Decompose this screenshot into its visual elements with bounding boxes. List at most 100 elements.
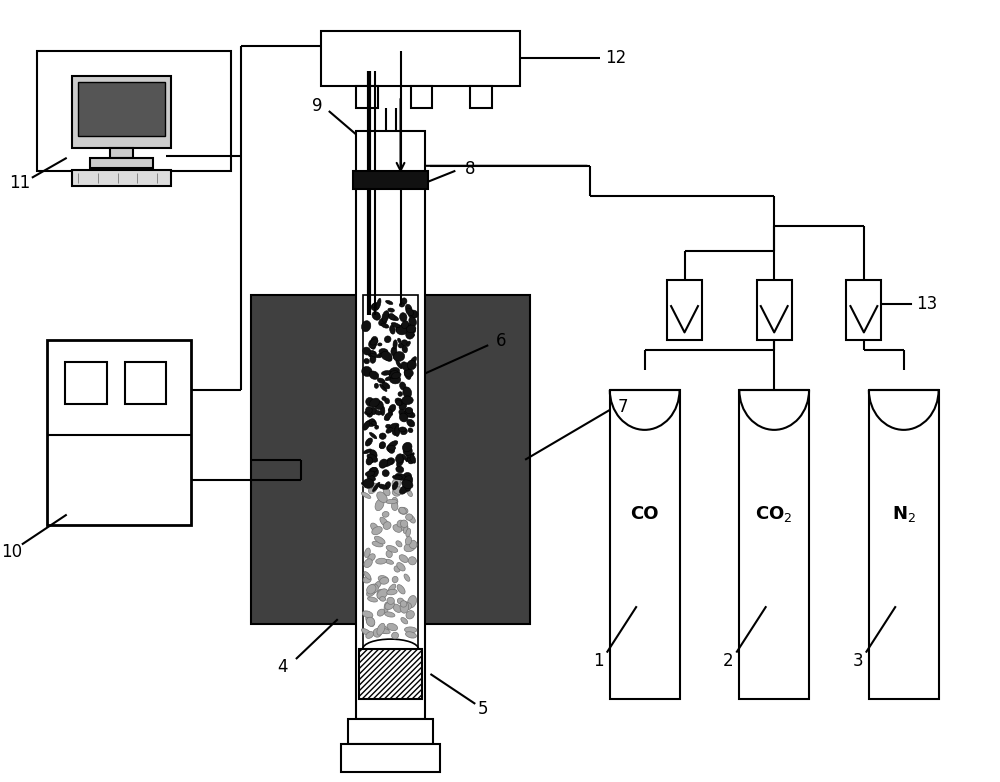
Ellipse shape <box>371 303 379 310</box>
Bar <box>90 158 153 168</box>
Ellipse shape <box>374 400 383 410</box>
Ellipse shape <box>385 559 394 565</box>
Text: 2: 2 <box>723 651 734 669</box>
Ellipse shape <box>377 492 387 503</box>
Ellipse shape <box>378 628 390 633</box>
Ellipse shape <box>404 574 410 581</box>
Ellipse shape <box>379 349 388 354</box>
Ellipse shape <box>405 536 412 545</box>
Ellipse shape <box>368 350 375 357</box>
Ellipse shape <box>407 490 412 497</box>
Bar <box>363 296 418 649</box>
Ellipse shape <box>365 471 375 476</box>
Ellipse shape <box>366 397 374 406</box>
Ellipse shape <box>375 313 380 317</box>
Ellipse shape <box>367 597 378 602</box>
Ellipse shape <box>377 590 385 600</box>
Ellipse shape <box>410 454 416 463</box>
Ellipse shape <box>387 590 397 595</box>
Ellipse shape <box>393 525 402 533</box>
Ellipse shape <box>369 398 380 407</box>
Ellipse shape <box>383 487 390 496</box>
Ellipse shape <box>382 310 389 322</box>
Ellipse shape <box>378 576 388 583</box>
Ellipse shape <box>375 411 381 415</box>
Ellipse shape <box>389 314 395 320</box>
Ellipse shape <box>393 487 405 495</box>
Text: 4: 4 <box>278 658 288 676</box>
Ellipse shape <box>377 378 385 383</box>
Ellipse shape <box>399 409 405 417</box>
Ellipse shape <box>380 577 389 584</box>
Ellipse shape <box>401 340 408 346</box>
Ellipse shape <box>363 449 372 454</box>
Ellipse shape <box>387 445 396 450</box>
Ellipse shape <box>370 353 381 358</box>
Ellipse shape <box>395 398 403 405</box>
Ellipse shape <box>363 479 374 488</box>
Ellipse shape <box>369 339 377 348</box>
Ellipse shape <box>396 361 402 369</box>
Ellipse shape <box>402 321 409 328</box>
Ellipse shape <box>389 371 398 378</box>
Ellipse shape <box>407 332 415 337</box>
Ellipse shape <box>376 298 381 310</box>
Ellipse shape <box>370 450 377 459</box>
Ellipse shape <box>386 300 393 304</box>
Bar <box>610 390 680 699</box>
Ellipse shape <box>374 536 385 544</box>
Ellipse shape <box>396 454 404 463</box>
Ellipse shape <box>377 623 385 635</box>
Ellipse shape <box>386 551 392 558</box>
Ellipse shape <box>404 369 411 379</box>
Ellipse shape <box>378 626 389 633</box>
Bar <box>348 719 433 744</box>
Ellipse shape <box>392 479 401 489</box>
Ellipse shape <box>386 428 393 433</box>
Ellipse shape <box>391 322 400 328</box>
Ellipse shape <box>369 483 378 493</box>
Ellipse shape <box>398 343 404 348</box>
Ellipse shape <box>364 548 370 558</box>
Text: CO$_2$: CO$_2$ <box>755 504 793 524</box>
Ellipse shape <box>381 371 391 375</box>
Ellipse shape <box>379 433 386 439</box>
Ellipse shape <box>388 409 393 415</box>
Ellipse shape <box>388 441 398 448</box>
Ellipse shape <box>400 601 409 613</box>
Ellipse shape <box>372 303 379 308</box>
Bar <box>470 86 492 108</box>
Text: 10: 10 <box>1 543 22 561</box>
Ellipse shape <box>395 425 400 436</box>
Ellipse shape <box>408 310 418 318</box>
Ellipse shape <box>396 326 407 335</box>
Bar <box>359 649 422 699</box>
Ellipse shape <box>363 421 370 430</box>
Ellipse shape <box>400 429 407 435</box>
Ellipse shape <box>380 444 384 448</box>
Ellipse shape <box>398 508 408 515</box>
Bar <box>125 362 166 404</box>
Text: N$_2$: N$_2$ <box>892 504 916 524</box>
Ellipse shape <box>370 418 375 424</box>
Ellipse shape <box>386 425 391 429</box>
Ellipse shape <box>383 353 392 361</box>
Bar <box>110 148 133 158</box>
Ellipse shape <box>398 338 401 343</box>
Ellipse shape <box>407 324 416 333</box>
Ellipse shape <box>371 344 375 350</box>
Ellipse shape <box>402 443 412 452</box>
Ellipse shape <box>366 457 373 465</box>
Ellipse shape <box>362 611 373 618</box>
Ellipse shape <box>392 482 398 490</box>
Ellipse shape <box>402 480 413 489</box>
Ellipse shape <box>396 400 402 406</box>
Ellipse shape <box>366 419 376 426</box>
Ellipse shape <box>366 617 375 626</box>
Text: CO: CO <box>630 504 659 522</box>
Ellipse shape <box>392 632 399 639</box>
Ellipse shape <box>367 454 378 462</box>
Ellipse shape <box>361 492 371 498</box>
Ellipse shape <box>406 362 414 369</box>
Text: 9: 9 <box>312 97 322 115</box>
